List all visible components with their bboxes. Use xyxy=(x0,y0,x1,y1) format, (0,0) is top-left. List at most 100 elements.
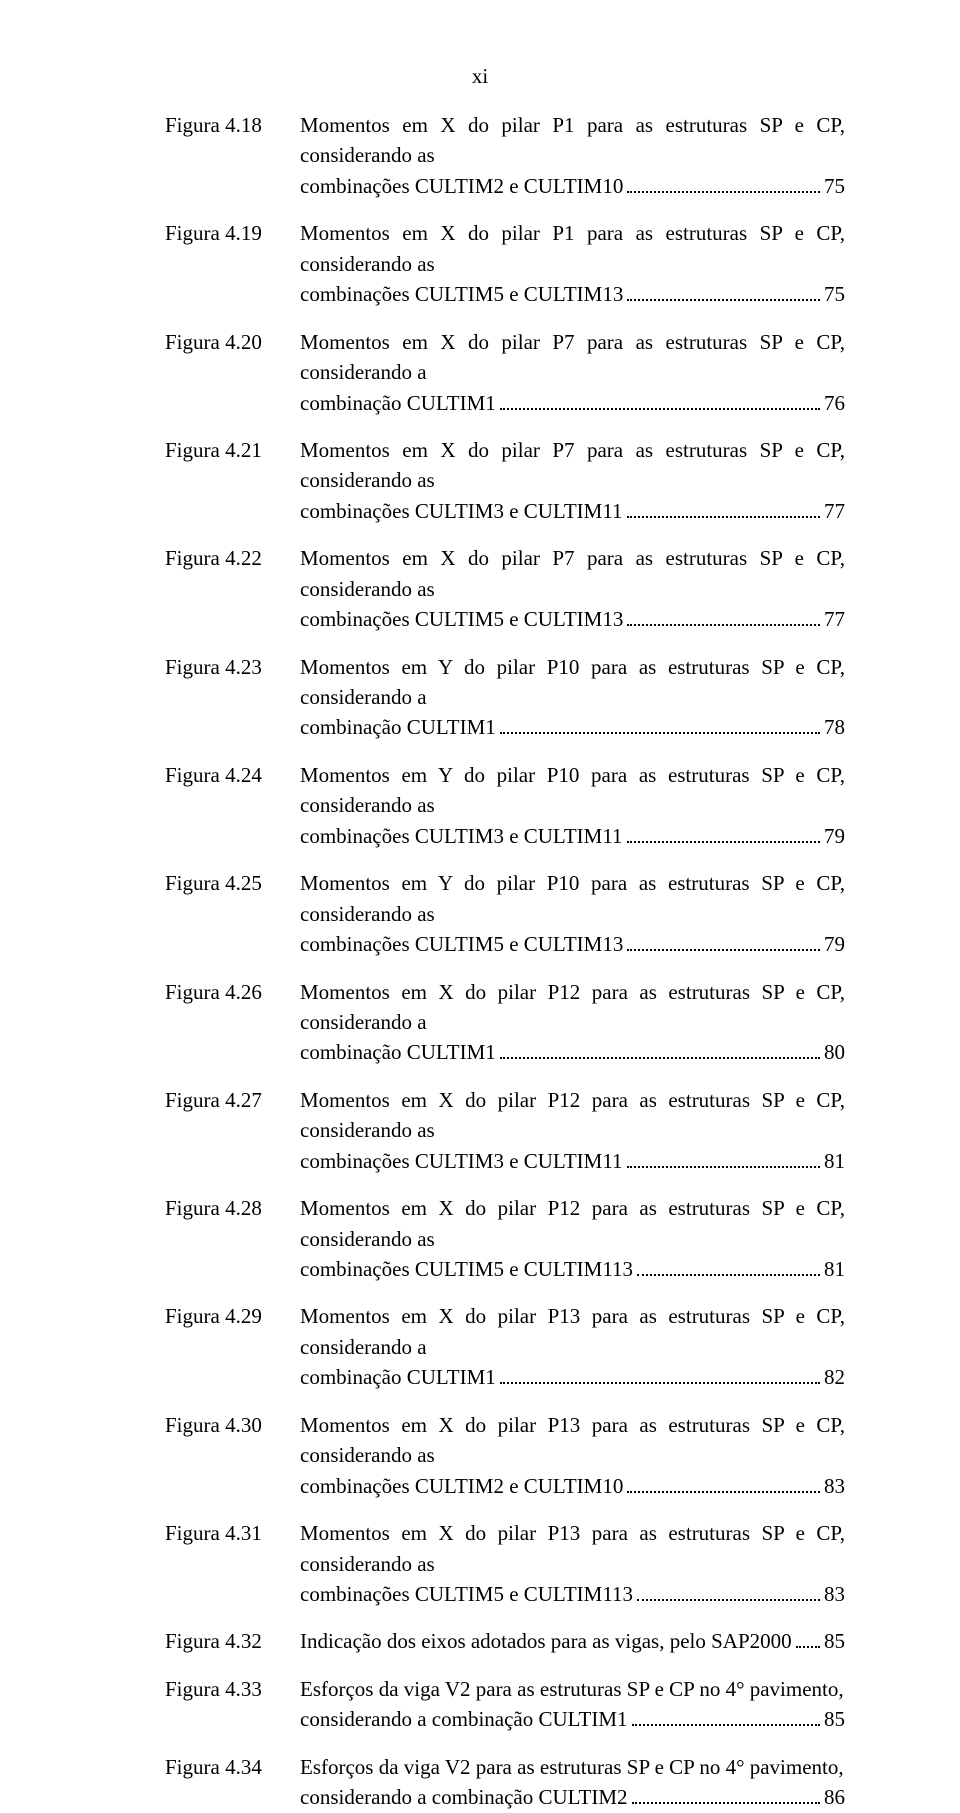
figure-description: Indicação dos eixos adotados para as vig… xyxy=(300,1626,845,1656)
figure-label: Figura 4.29 xyxy=(165,1301,300,1331)
leader-dots xyxy=(632,1785,820,1804)
figure-description: Momentos em X do pilar P13 para as estru… xyxy=(300,1518,845,1609)
leader-dots xyxy=(627,282,820,301)
page-number-ref: 75 xyxy=(824,171,845,201)
figure-label: Figura 4.25 xyxy=(165,868,300,898)
leader-dots xyxy=(500,1366,820,1385)
page-number-ref: 75 xyxy=(824,279,845,309)
figure-label: Figura 4.21 xyxy=(165,435,300,465)
figure-description: Momentos em Y do pilar P10 para as estru… xyxy=(300,760,845,851)
figure-entry: Figura 4.21Momentos em X do pilar P7 par… xyxy=(165,435,845,526)
description-tail-text: combinação CULTIM1 xyxy=(300,712,496,742)
figure-label: Figura 4.31 xyxy=(165,1518,300,1548)
description-line: Momentos em Y do pilar P10 para as estru… xyxy=(300,760,845,821)
description-last-line: combinações CULTIM5 e CULTIM1379 xyxy=(300,929,845,959)
description-line: Esforços da viga V2 para as estruturas S… xyxy=(300,1752,845,1782)
description-line: Momentos em X do pilar P13 para as estru… xyxy=(300,1518,845,1579)
description-tail-text: combinações CULTIM3 e CULTIM11 xyxy=(300,1146,623,1176)
leader-dots xyxy=(637,1257,820,1276)
description-tail-text: combinações CULTIM2 e CULTIM10 xyxy=(300,1471,623,1501)
figure-description: Momentos em Y do pilar P10 para as estru… xyxy=(300,652,845,743)
figure-description: Momentos em Y do pilar P10 para as estru… xyxy=(300,868,845,959)
document-page: xi Figura 4.18Momentos em X do pilar P1 … xyxy=(0,0,960,1606)
page-number-ref: 83 xyxy=(824,1579,845,1609)
leader-dots xyxy=(500,1041,820,1060)
figure-description: Momentos em X do pilar P1 para as estrut… xyxy=(300,110,845,201)
leader-dots xyxy=(627,499,820,518)
figure-label: Figura 4.18 xyxy=(165,110,300,140)
figure-entry: Figura 4.20Momentos em X do pilar P7 par… xyxy=(165,327,845,418)
description-tail-text: combinações CULTIM5 e CULTIM113 xyxy=(300,1579,633,1609)
leader-dots xyxy=(632,1707,820,1726)
leader-dots xyxy=(627,1474,820,1493)
description-line: Momentos em X do pilar P1 para as estrut… xyxy=(300,110,845,171)
description-last-line: considerando a combinação CULTIM286 xyxy=(300,1782,845,1812)
figure-entry: Figura 4.34Esforços da viga V2 para as e… xyxy=(165,1752,845,1813)
leader-dots xyxy=(627,174,820,193)
description-line: Momentos em X do pilar P12 para as estru… xyxy=(300,1085,845,1146)
figure-entry: Figura 4.26Momentos em X do pilar P12 pa… xyxy=(165,977,845,1068)
leader-dots xyxy=(637,1582,820,1601)
figure-description: Momentos em X do pilar P12 para as estru… xyxy=(300,1085,845,1176)
figure-label: Figura 4.26 xyxy=(165,977,300,1007)
description-line: Momentos em Y do pilar P10 para as estru… xyxy=(300,868,845,929)
figure-list: Figura 4.18Momentos em X do pilar P1 par… xyxy=(165,110,845,1813)
figure-entry: Figura 4.33Esforços da viga V2 para as e… xyxy=(165,1674,845,1735)
description-line: Momentos em X do pilar P12 para as estru… xyxy=(300,1193,845,1254)
figure-label: Figura 4.22 xyxy=(165,543,300,573)
description-line: Esforços da viga V2 para as estruturas S… xyxy=(300,1674,845,1704)
description-last-line: combinações CULTIM3 e CULTIM11 81 xyxy=(300,1146,845,1176)
figure-label: Figura 4.33 xyxy=(165,1674,300,1704)
description-tail-text: combinação CULTIM1 xyxy=(300,1037,496,1067)
description-tail-text: combinações CULTIM5 e CULTIM13 xyxy=(300,279,623,309)
leader-dots xyxy=(500,716,820,735)
description-last-line: combinações CULTIM2 e CULTIM1075 xyxy=(300,171,845,201)
figure-entry: Figura 4.22Momentos em X do pilar P7 par… xyxy=(165,543,845,634)
description-tail-text: Indicação dos eixos adotados para as vig… xyxy=(300,1626,792,1656)
leader-dots xyxy=(627,824,820,843)
leader-dots xyxy=(627,932,820,951)
figure-description: Esforços da viga V2 para as estruturas S… xyxy=(300,1752,845,1813)
page-number-ref: 79 xyxy=(824,929,845,959)
figure-label: Figura 4.27 xyxy=(165,1085,300,1115)
page-number-ref: 77 xyxy=(824,604,845,634)
figure-entry: Figura 4.30Momentos em X do pilar P13 pa… xyxy=(165,1410,845,1501)
description-tail-text: combinação CULTIM1 xyxy=(300,1362,496,1392)
figure-label: Figura 4.23 xyxy=(165,652,300,682)
figure-label: Figura 4.34 xyxy=(165,1752,300,1782)
description-line: Momentos em X do pilar P13 para as estru… xyxy=(300,1410,845,1471)
description-tail-text: considerando a combinação CULTIM1 xyxy=(300,1704,628,1734)
page-number-ref: 86 xyxy=(824,1782,845,1812)
description-line: Momentos em X do pilar P1 para as estrut… xyxy=(300,218,845,279)
figure-entry: Figura 4.18Momentos em X do pilar P1 par… xyxy=(165,110,845,201)
figure-entry: Figura 4.31Momentos em X do pilar P13 pa… xyxy=(165,1518,845,1609)
figure-description: Momentos em X do pilar P12 para as estru… xyxy=(300,977,845,1068)
description-tail-text: combinações CULTIM3 e CULTIM11 xyxy=(300,496,623,526)
figure-entry: Figura 4.27Momentos em X do pilar P12 pa… xyxy=(165,1085,845,1176)
figure-entry: Figura 4.28Momentos em X do pilar P12 pa… xyxy=(165,1193,845,1284)
description-line: Momentos em X do pilar P13 para as estru… xyxy=(300,1301,845,1362)
figure-entry: Figura 4.25Momentos em Y do pilar P10 pa… xyxy=(165,868,845,959)
description-line: Momentos em X do pilar P12 para as estru… xyxy=(300,977,845,1038)
figure-description: Momentos em X do pilar P7 para as estrut… xyxy=(300,543,845,634)
figure-label: Figura 4.19 xyxy=(165,218,300,248)
description-last-line: combinação CULTIM1 80 xyxy=(300,1037,845,1067)
description-last-line: combinações CULTIM5 e CULTIM113 83 xyxy=(300,1579,845,1609)
page-number-ref: 81 xyxy=(824,1254,845,1284)
page-number-ref: 85 xyxy=(824,1626,845,1656)
description-tail-text: combinações CULTIM3 e CULTIM11 xyxy=(300,821,623,851)
description-last-line: Indicação dos eixos adotados para as vig… xyxy=(300,1626,845,1656)
description-line: Momentos em Y do pilar P10 para as estru… xyxy=(300,652,845,713)
description-last-line: combinações CULTIM5 e CULTIM13 77 xyxy=(300,604,845,634)
page-number-ref: 81 xyxy=(824,1146,845,1176)
page-number-ref: 78 xyxy=(824,712,845,742)
page-number-ref: 80 xyxy=(824,1037,845,1067)
figure-entry: Figura 4.23Momentos em Y do pilar P10 pa… xyxy=(165,652,845,743)
page-number-ref: 76 xyxy=(824,388,845,418)
description-last-line: combinações CULTIM3 e CULTIM1177 xyxy=(300,496,845,526)
page-marker: xi xyxy=(0,64,960,89)
page-number-ref: 83 xyxy=(824,1471,845,1501)
page-number-ref: 85 xyxy=(824,1704,845,1734)
description-tail-text: combinações CULTIM5 e CULTIM13 xyxy=(300,604,623,634)
leader-dots xyxy=(500,391,820,410)
